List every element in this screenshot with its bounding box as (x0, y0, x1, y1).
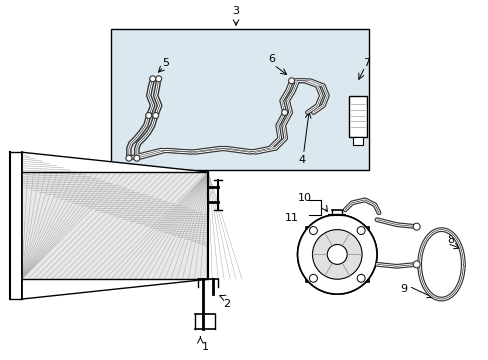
Text: 10: 10 (297, 193, 311, 203)
Text: 1: 1 (202, 342, 208, 352)
Text: 2: 2 (223, 299, 230, 309)
Circle shape (281, 109, 287, 116)
Circle shape (412, 261, 419, 268)
Circle shape (297, 215, 376, 294)
Circle shape (288, 78, 294, 84)
Text: 5: 5 (162, 58, 169, 68)
Text: 11: 11 (284, 213, 298, 223)
Text: 7: 7 (363, 58, 370, 68)
Bar (111, 29, 368, 170)
Text: 9: 9 (399, 284, 407, 294)
Circle shape (155, 76, 162, 82)
Circle shape (312, 230, 361, 279)
Circle shape (145, 113, 151, 118)
Circle shape (152, 113, 158, 118)
Circle shape (309, 226, 317, 234)
Circle shape (412, 223, 419, 230)
Text: 6: 6 (268, 54, 275, 64)
Text: 4: 4 (297, 155, 305, 165)
Text: 8: 8 (446, 234, 453, 244)
Circle shape (134, 155, 140, 161)
Bar (348, 96, 366, 137)
Circle shape (297, 215, 376, 294)
Circle shape (149, 76, 155, 82)
Polygon shape (21, 152, 208, 299)
Circle shape (309, 274, 317, 282)
Bar (305, 227, 368, 282)
Bar (21, 172, 208, 279)
Circle shape (356, 226, 365, 234)
Circle shape (326, 244, 346, 264)
Circle shape (356, 274, 365, 282)
Text: 3: 3 (232, 6, 239, 16)
Bar (352, 137, 362, 145)
Circle shape (126, 155, 132, 161)
